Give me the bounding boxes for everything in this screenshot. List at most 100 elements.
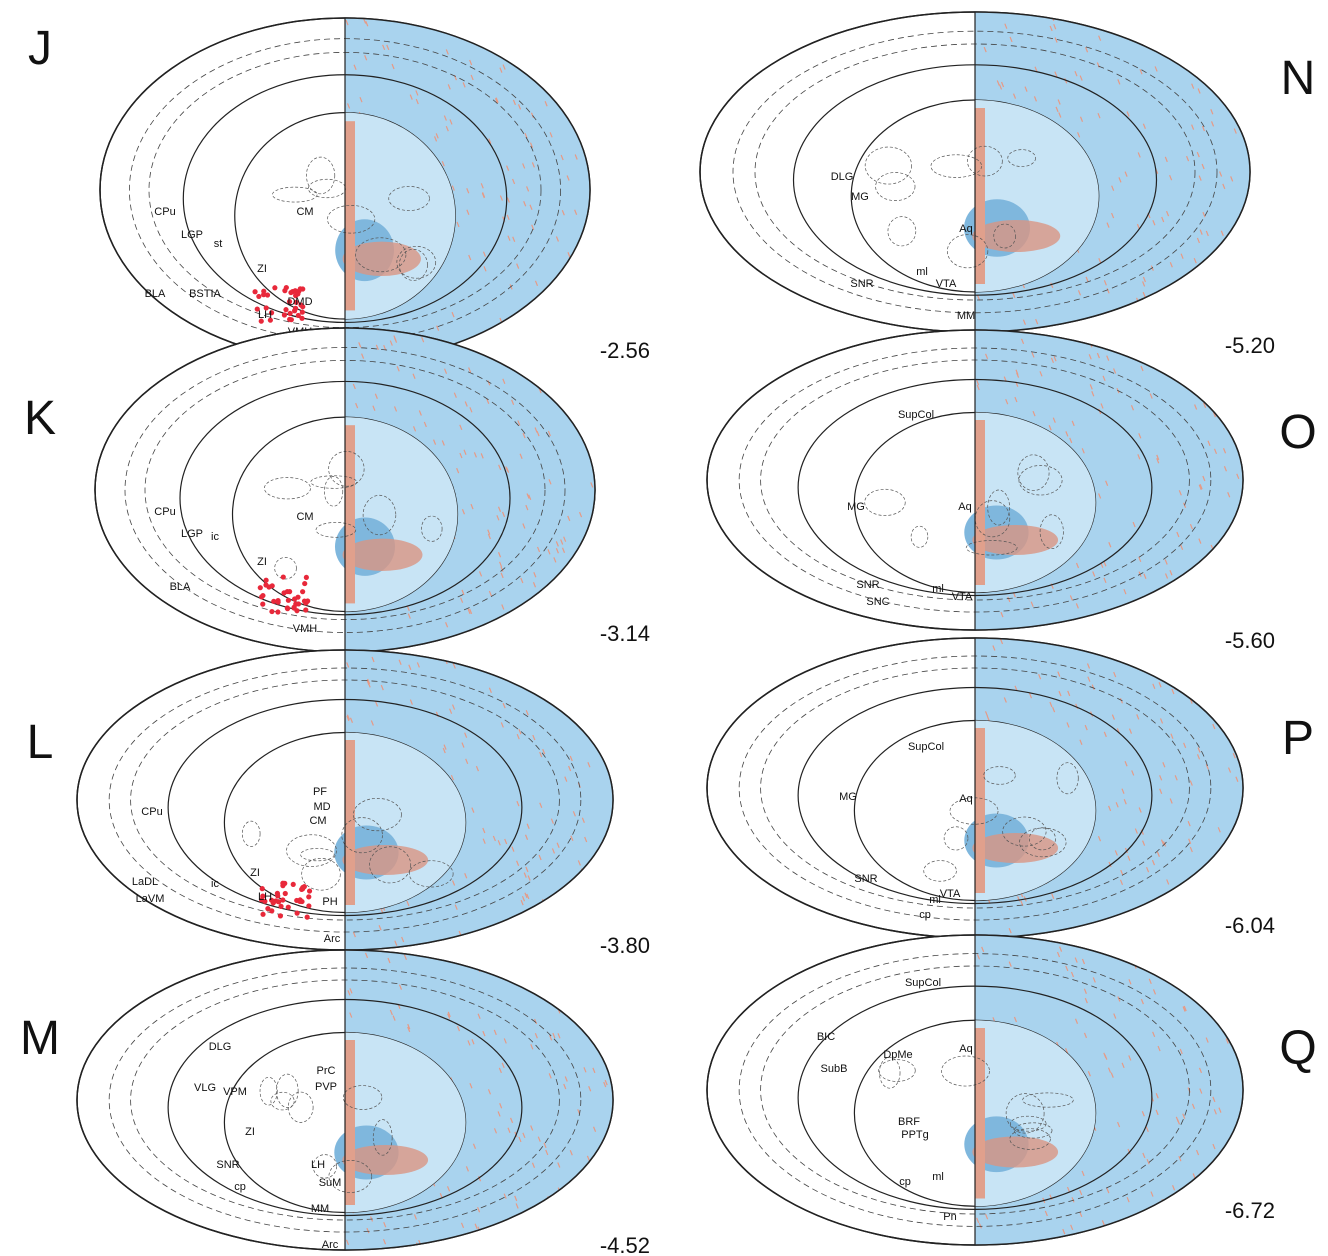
injection-dot bbox=[295, 595, 300, 600]
region-label: MG bbox=[839, 791, 857, 803]
injection-dot bbox=[258, 585, 263, 590]
bregma-coordinate: -5.20 bbox=[1225, 333, 1275, 358]
injection-dot bbox=[295, 911, 300, 916]
injection-dot bbox=[300, 589, 305, 594]
region-label: SNR bbox=[850, 278, 873, 290]
region-label: ic bbox=[211, 531, 219, 543]
region-label: LGP bbox=[181, 229, 203, 241]
region-label: DLG bbox=[831, 171, 854, 183]
bregma-coordinate: -3.80 bbox=[600, 933, 650, 958]
injection-dot bbox=[300, 286, 305, 291]
injection-dot bbox=[302, 581, 307, 586]
injection-dot bbox=[276, 600, 281, 605]
region-label: SupCol bbox=[905, 977, 941, 989]
region-label: SNR bbox=[854, 873, 877, 885]
region-label: Aq bbox=[959, 793, 972, 805]
panel-letter: M bbox=[20, 1012, 60, 1065]
injection-dot bbox=[281, 574, 286, 579]
panel-letter: N bbox=[1281, 52, 1316, 105]
injection-dot bbox=[260, 912, 265, 917]
injection-dot bbox=[260, 602, 265, 607]
bregma-coordinate: -2.56 bbox=[600, 338, 650, 363]
brain-section bbox=[95, 328, 596, 656]
panel-letter: Q bbox=[1279, 1022, 1316, 1075]
injection-dot bbox=[264, 578, 269, 583]
brain-section bbox=[707, 638, 1244, 942]
region-label: BSTIA bbox=[189, 288, 221, 300]
injection-dot bbox=[306, 903, 311, 908]
injection-dot bbox=[302, 884, 307, 889]
region-label: BIC bbox=[817, 1031, 835, 1043]
injection-dot bbox=[297, 899, 302, 904]
region-label: CPu bbox=[154, 206, 175, 218]
region-label: Pn bbox=[943, 1211, 956, 1223]
region-label: ZI bbox=[257, 556, 267, 568]
injection-dot bbox=[288, 311, 293, 316]
injection-dot bbox=[282, 288, 287, 293]
region-label: VMH bbox=[293, 623, 318, 635]
region-label: SNR bbox=[856, 579, 879, 591]
region-label: LH bbox=[311, 1159, 325, 1171]
injection-dot bbox=[266, 584, 271, 589]
injection-dot bbox=[305, 915, 310, 920]
bregma-coordinate: -5.60 bbox=[1225, 628, 1275, 653]
page: {"panels": [ {"letter": "J", "coordinate… bbox=[0, 0, 1328, 1256]
injection-dot bbox=[269, 609, 274, 614]
region-label: Aq bbox=[959, 223, 972, 235]
region-label: VTA bbox=[936, 278, 957, 290]
injection-dot bbox=[272, 285, 277, 290]
injection-dot bbox=[299, 316, 304, 321]
region-label: ZI bbox=[250, 867, 260, 879]
injection-dot bbox=[271, 599, 276, 604]
region-label: PVP bbox=[315, 1081, 337, 1093]
panel-letter: L bbox=[27, 716, 54, 769]
region-label: cp bbox=[919, 909, 931, 921]
region-label: PPTg bbox=[901, 1129, 929, 1141]
brain-section bbox=[707, 935, 1245, 1247]
injection-dot bbox=[281, 590, 286, 595]
bregma-coordinate: -3.14 bbox=[600, 621, 650, 646]
region-label: LH bbox=[258, 891, 272, 903]
region-label: LGP bbox=[181, 528, 203, 540]
region-label: CPu bbox=[154, 506, 175, 518]
region-label: BLA bbox=[170, 581, 191, 593]
region-label: MG bbox=[851, 191, 869, 203]
injection-dot bbox=[252, 289, 257, 294]
region-label: VTA bbox=[940, 888, 961, 900]
injection-dot bbox=[288, 290, 293, 295]
region-label: SupCol bbox=[908, 741, 944, 753]
region-label: MD bbox=[313, 801, 330, 813]
bregma-coordinate: -6.72 bbox=[1225, 1198, 1275, 1223]
region-label: cp bbox=[234, 1181, 246, 1193]
region-label: ml bbox=[916, 266, 928, 278]
injection-dot bbox=[300, 310, 305, 315]
injection-dot bbox=[303, 607, 308, 612]
region-label: ZI bbox=[257, 263, 267, 275]
injection-dot bbox=[307, 888, 312, 893]
region-label: BRF bbox=[898, 1116, 920, 1128]
region-label: SNR bbox=[216, 1159, 239, 1171]
region-label: Aq bbox=[958, 501, 971, 513]
injection-dot bbox=[282, 312, 287, 317]
region-label: ml bbox=[932, 1171, 944, 1183]
injection-dot bbox=[304, 575, 309, 580]
region-label: SupCol bbox=[898, 409, 934, 421]
region-label: VLG bbox=[194, 1082, 216, 1094]
brain-section bbox=[100, 18, 591, 365]
bregma-coordinate: -4.52 bbox=[600, 1233, 650, 1256]
injection-dot bbox=[278, 904, 283, 909]
brain-section bbox=[77, 950, 615, 1253]
injection-dot bbox=[282, 881, 287, 886]
region-label: SuM bbox=[319, 1177, 342, 1189]
injection-dot bbox=[269, 908, 274, 913]
panel-letter: J bbox=[28, 22, 52, 75]
injection-dot bbox=[287, 589, 292, 594]
injection-dot bbox=[306, 894, 311, 899]
region-label: SNC bbox=[866, 596, 889, 608]
injection-dot bbox=[292, 308, 297, 313]
region-label: Arc bbox=[322, 1239, 339, 1251]
injection-dot bbox=[305, 598, 310, 603]
injection-dot bbox=[275, 893, 280, 898]
brain-section bbox=[77, 650, 613, 951]
region-label: DpMe bbox=[883, 1049, 912, 1061]
